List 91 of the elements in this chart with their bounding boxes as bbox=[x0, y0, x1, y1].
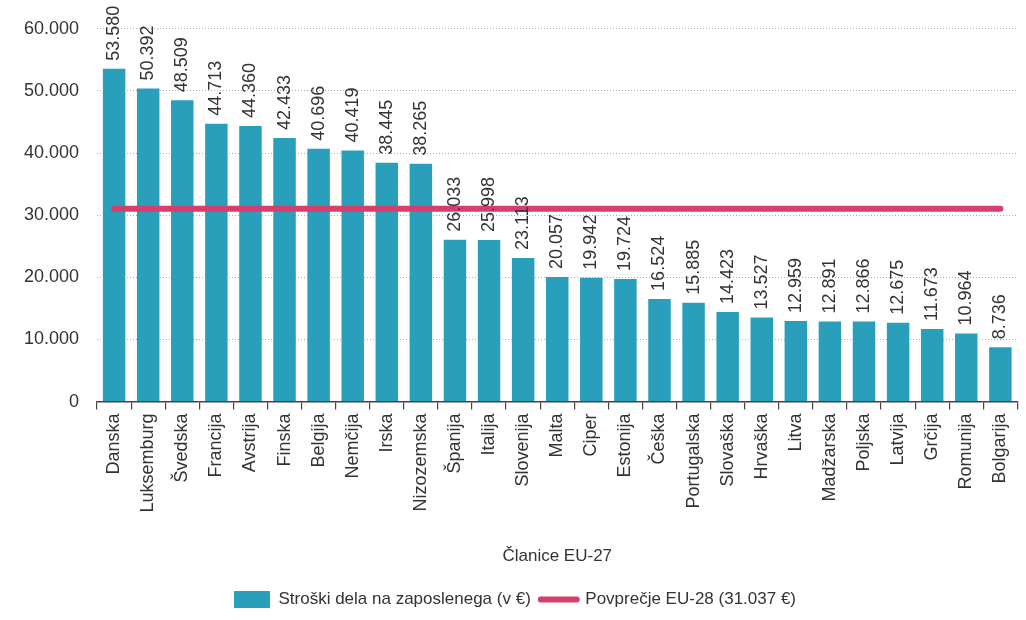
x-tick-label: Češka bbox=[647, 412, 669, 465]
y-tick-label: 60.000 bbox=[23, 17, 80, 38]
bar bbox=[614, 279, 637, 402]
data-label: 10.964 bbox=[955, 270, 976, 326]
bar bbox=[102, 68, 126, 402]
x-tick-label: Finska bbox=[273, 412, 294, 467]
x-tick-label: Danska bbox=[103, 412, 124, 475]
y-tick-label: 10.000 bbox=[23, 328, 80, 349]
data-label: 12.891 bbox=[818, 258, 839, 314]
bar bbox=[477, 240, 501, 402]
y-tick-label: 50.000 bbox=[23, 79, 80, 100]
x-tick-label: Nemčija bbox=[341, 412, 362, 479]
legend-label: Povprečje EU-28 (31.037 €) bbox=[585, 589, 797, 609]
y-tick-label: 20.000 bbox=[23, 266, 80, 287]
x-tick-label: Slovenija bbox=[512, 412, 533, 487]
x-tick-label: Grčija bbox=[921, 412, 942, 461]
bar bbox=[136, 88, 160, 402]
x-tick-label: Luksemburg bbox=[137, 413, 158, 513]
bar bbox=[273, 137, 296, 402]
x-tick-label: Malta bbox=[546, 412, 567, 458]
x-tick-label: Belgija bbox=[307, 412, 328, 468]
data-label: 20.057 bbox=[546, 213, 567, 269]
data-label: 38.445 bbox=[375, 99, 396, 155]
x-tick-label: Slovaška bbox=[716, 412, 737, 487]
x-tick-label: Avstrija bbox=[239, 412, 260, 473]
data-label: 13.527 bbox=[750, 254, 771, 310]
bar bbox=[989, 347, 1012, 402]
x-tick-label: Romunija bbox=[955, 412, 976, 490]
x-tick-label: Bolgarija bbox=[989, 412, 1010, 484]
x-tick-label: Španija bbox=[442, 412, 464, 474]
data-label: 19.942 bbox=[580, 214, 601, 270]
y-tick-label: 30.000 bbox=[23, 204, 80, 225]
data-label: 44.713 bbox=[205, 60, 226, 116]
bar bbox=[375, 162, 399, 402]
data-label: 40.696 bbox=[307, 85, 328, 141]
data-label: 48.509 bbox=[171, 37, 192, 93]
x-axis-title: Članice EU-27 bbox=[502, 546, 613, 566]
bar bbox=[920, 329, 944, 402]
x-tick-label: Estonija bbox=[614, 412, 635, 478]
bar bbox=[750, 317, 773, 402]
bar bbox=[307, 148, 330, 402]
data-label: 44.360 bbox=[239, 62, 260, 118]
bar bbox=[409, 163, 433, 402]
bar bbox=[545, 276, 569, 402]
bar bbox=[239, 125, 262, 402]
bar bbox=[784, 321, 808, 402]
bar bbox=[852, 321, 876, 402]
data-label: 19.724 bbox=[614, 215, 635, 272]
x-tick-label: Poljska bbox=[852, 412, 873, 472]
bar bbox=[648, 298, 671, 402]
x-tick-label: Litva bbox=[784, 412, 805, 452]
x-tick-label: Francija bbox=[205, 412, 226, 478]
x-tick-label: Nizozemska bbox=[409, 412, 430, 512]
data-label: 15.885 bbox=[682, 239, 703, 295]
bar bbox=[443, 239, 467, 402]
x-tick-label: Portugalska bbox=[682, 412, 703, 509]
x-tick-label: Švedska bbox=[170, 412, 192, 483]
bar bbox=[682, 302, 705, 402]
x-tick-label: Latvija bbox=[887, 412, 908, 466]
bar bbox=[818, 321, 842, 402]
data-label: 12.675 bbox=[887, 259, 908, 315]
bar bbox=[886, 322, 910, 402]
data-label: 8.736 bbox=[989, 294, 1010, 340]
bar bbox=[341, 150, 364, 402]
data-label: 11.673 bbox=[921, 267, 942, 322]
data-label: 16.524 bbox=[648, 235, 669, 291]
data-label: 40.419 bbox=[341, 87, 362, 143]
data-label: 50.392 bbox=[137, 25, 158, 81]
bar bbox=[171, 100, 194, 402]
data-label: 53.580 bbox=[103, 5, 124, 61]
bar bbox=[716, 311, 739, 402]
bar bbox=[580, 277, 603, 402]
bar bbox=[955, 333, 978, 402]
y-tick-label: 40.000 bbox=[23, 142, 80, 163]
x-tick-label: Ciper bbox=[580, 413, 601, 457]
data-label: 25.998 bbox=[478, 176, 499, 233]
x-tick-label: Irska bbox=[375, 412, 396, 453]
bar bbox=[205, 123, 228, 402]
x-tick-label: Madžarska bbox=[818, 412, 839, 502]
x-tick-label: Hrvaška bbox=[750, 412, 771, 480]
y-tick-label: 0 bbox=[69, 390, 80, 411]
data-label: 12.959 bbox=[784, 257, 805, 314]
data-label: 14.423 bbox=[716, 248, 737, 304]
data-label: 12.866 bbox=[852, 258, 873, 314]
legend-label: Stroški dela na zaposlenega (v €) bbox=[278, 589, 531, 609]
data-label: 42.433 bbox=[273, 74, 294, 130]
x-tick-label: Italija bbox=[478, 412, 499, 456]
data-label: 38.265 bbox=[409, 100, 430, 156]
data-label: 26.033 bbox=[443, 176, 464, 232]
bar bbox=[511, 257, 535, 402]
data-label: 23.113 bbox=[512, 196, 533, 250]
